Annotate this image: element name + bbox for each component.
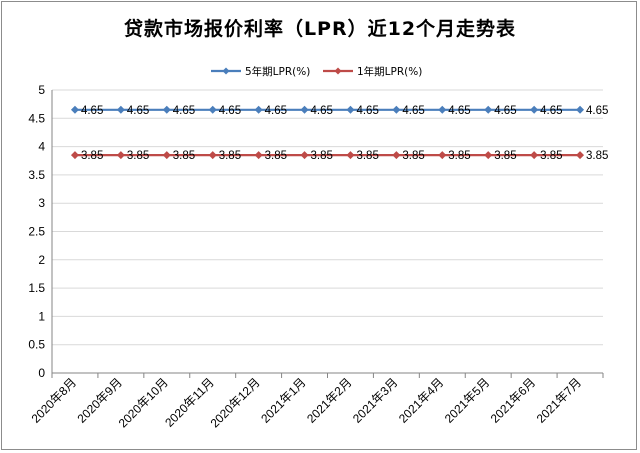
data-point [576,151,585,160]
legend-entry: 1年期LPR(%) [357,65,422,78]
data-label: 3.85 [127,150,149,162]
x-tick-label: 2021年3月 [350,375,400,425]
data-point [300,105,309,114]
data-label: 4.65 [265,105,287,117]
data-label: 3.85 [540,150,562,162]
data-point [116,105,125,114]
data-label: 4.65 [81,105,103,117]
data-point [438,151,447,160]
y-tick-label: 0 [38,366,45,380]
data-label: 4.65 [402,105,424,117]
data-point [530,151,539,160]
x-tick-label: 2021年2月 [304,375,354,425]
data-label: 3.85 [173,150,195,162]
data-point [530,105,539,114]
data-label: 3.85 [265,150,287,162]
data-label: 4.65 [173,105,195,117]
data-label: 3.85 [219,150,241,162]
data-point [484,151,493,160]
y-tick-label: 1.5 [28,281,45,295]
x-tick-label: 2020年12月 [208,375,263,430]
y-tick-label: 3 [38,196,45,210]
data-point [254,151,263,160]
data-label: 3.85 [586,150,608,162]
data-point [346,105,355,114]
data-label: 3.85 [402,150,424,162]
y-tick-label: 0.5 [28,338,45,352]
x-tick-label: 2021年4月 [396,375,446,425]
legend-marker [222,67,230,75]
data-label: 3.85 [81,150,103,162]
data-label: 3.85 [311,150,333,162]
data-point [484,105,493,114]
x-tick-label: 2020年8月 [29,375,79,425]
x-tick-label: 2021年6月 [488,375,538,425]
data-label: 4.65 [219,105,241,117]
data-point [208,105,217,114]
data-point [116,151,125,160]
data-point [70,105,79,114]
data-label: 4.65 [448,105,470,117]
data-point [300,151,309,160]
x-tick-label: 2021年1月 [258,375,308,425]
legend-entry: 5年期LPR(%) [245,65,310,78]
data-label: 4.65 [586,105,608,117]
data-label: 4.65 [127,105,149,117]
data-point [162,151,171,160]
chart-title: 贷款市场报价利率（LPR）近12个月走势表 [123,18,517,40]
x-tick-label: 2021年7月 [534,375,584,425]
data-label: 3.85 [356,150,378,162]
y-tick-label: 5 [38,83,45,97]
data-label: 4.65 [356,105,378,117]
y-tick-label: 4.5 [28,111,45,125]
data-label: 4.65 [494,105,516,117]
data-point [346,151,355,160]
data-label: 3.85 [448,150,470,162]
y-tick-label: 1 [38,309,45,323]
data-label: 3.85 [494,150,516,162]
y-tick-label: 3.5 [28,168,45,182]
data-point [392,151,401,160]
data-point [70,151,79,160]
data-point [392,105,401,114]
y-tick-label: 4 [38,140,45,154]
x-tick-label: 2020年10月 [116,375,171,430]
y-tick-label: 2 [38,253,45,267]
x-tick-label: 2021年5月 [442,375,492,425]
data-point [254,105,263,114]
data-point [438,105,447,114]
legend-marker [334,67,342,75]
data-point [576,105,585,114]
data-point [208,151,217,160]
data-label: 4.65 [540,105,562,117]
data-point [162,105,171,114]
y-tick-label: 2.5 [28,225,45,239]
data-label: 4.65 [311,105,333,117]
